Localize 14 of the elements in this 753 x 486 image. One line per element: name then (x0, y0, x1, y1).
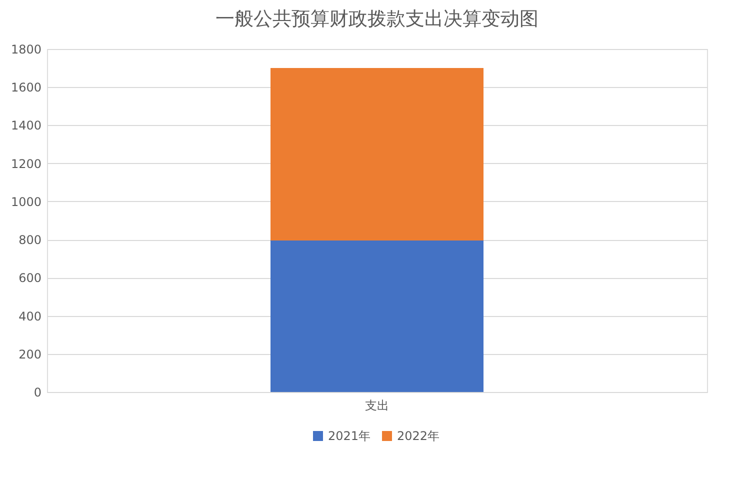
y-tick-label: 1000 (10, 194, 42, 209)
y-tick-label: 0 (34, 386, 42, 400)
x-tick-label: 支出 (365, 398, 389, 412)
y-tick-label: 400 (18, 309, 42, 324)
chart-title: 一般公共预算财政拨款支出决算变动图 (216, 8, 538, 30)
y-tick-label: 200 (18, 347, 42, 362)
legend-label: 2021年 (328, 429, 371, 443)
y-tick-label: 800 (18, 233, 42, 248)
y-tick-label: 1800 (10, 42, 42, 56)
y-tick-label: 1400 (10, 118, 42, 133)
y-tick-label: 1600 (10, 80, 42, 95)
y-tick-label: 600 (18, 271, 42, 286)
y-tick-label: 1200 (10, 156, 42, 171)
legend-label: 2022年 (397, 429, 440, 443)
